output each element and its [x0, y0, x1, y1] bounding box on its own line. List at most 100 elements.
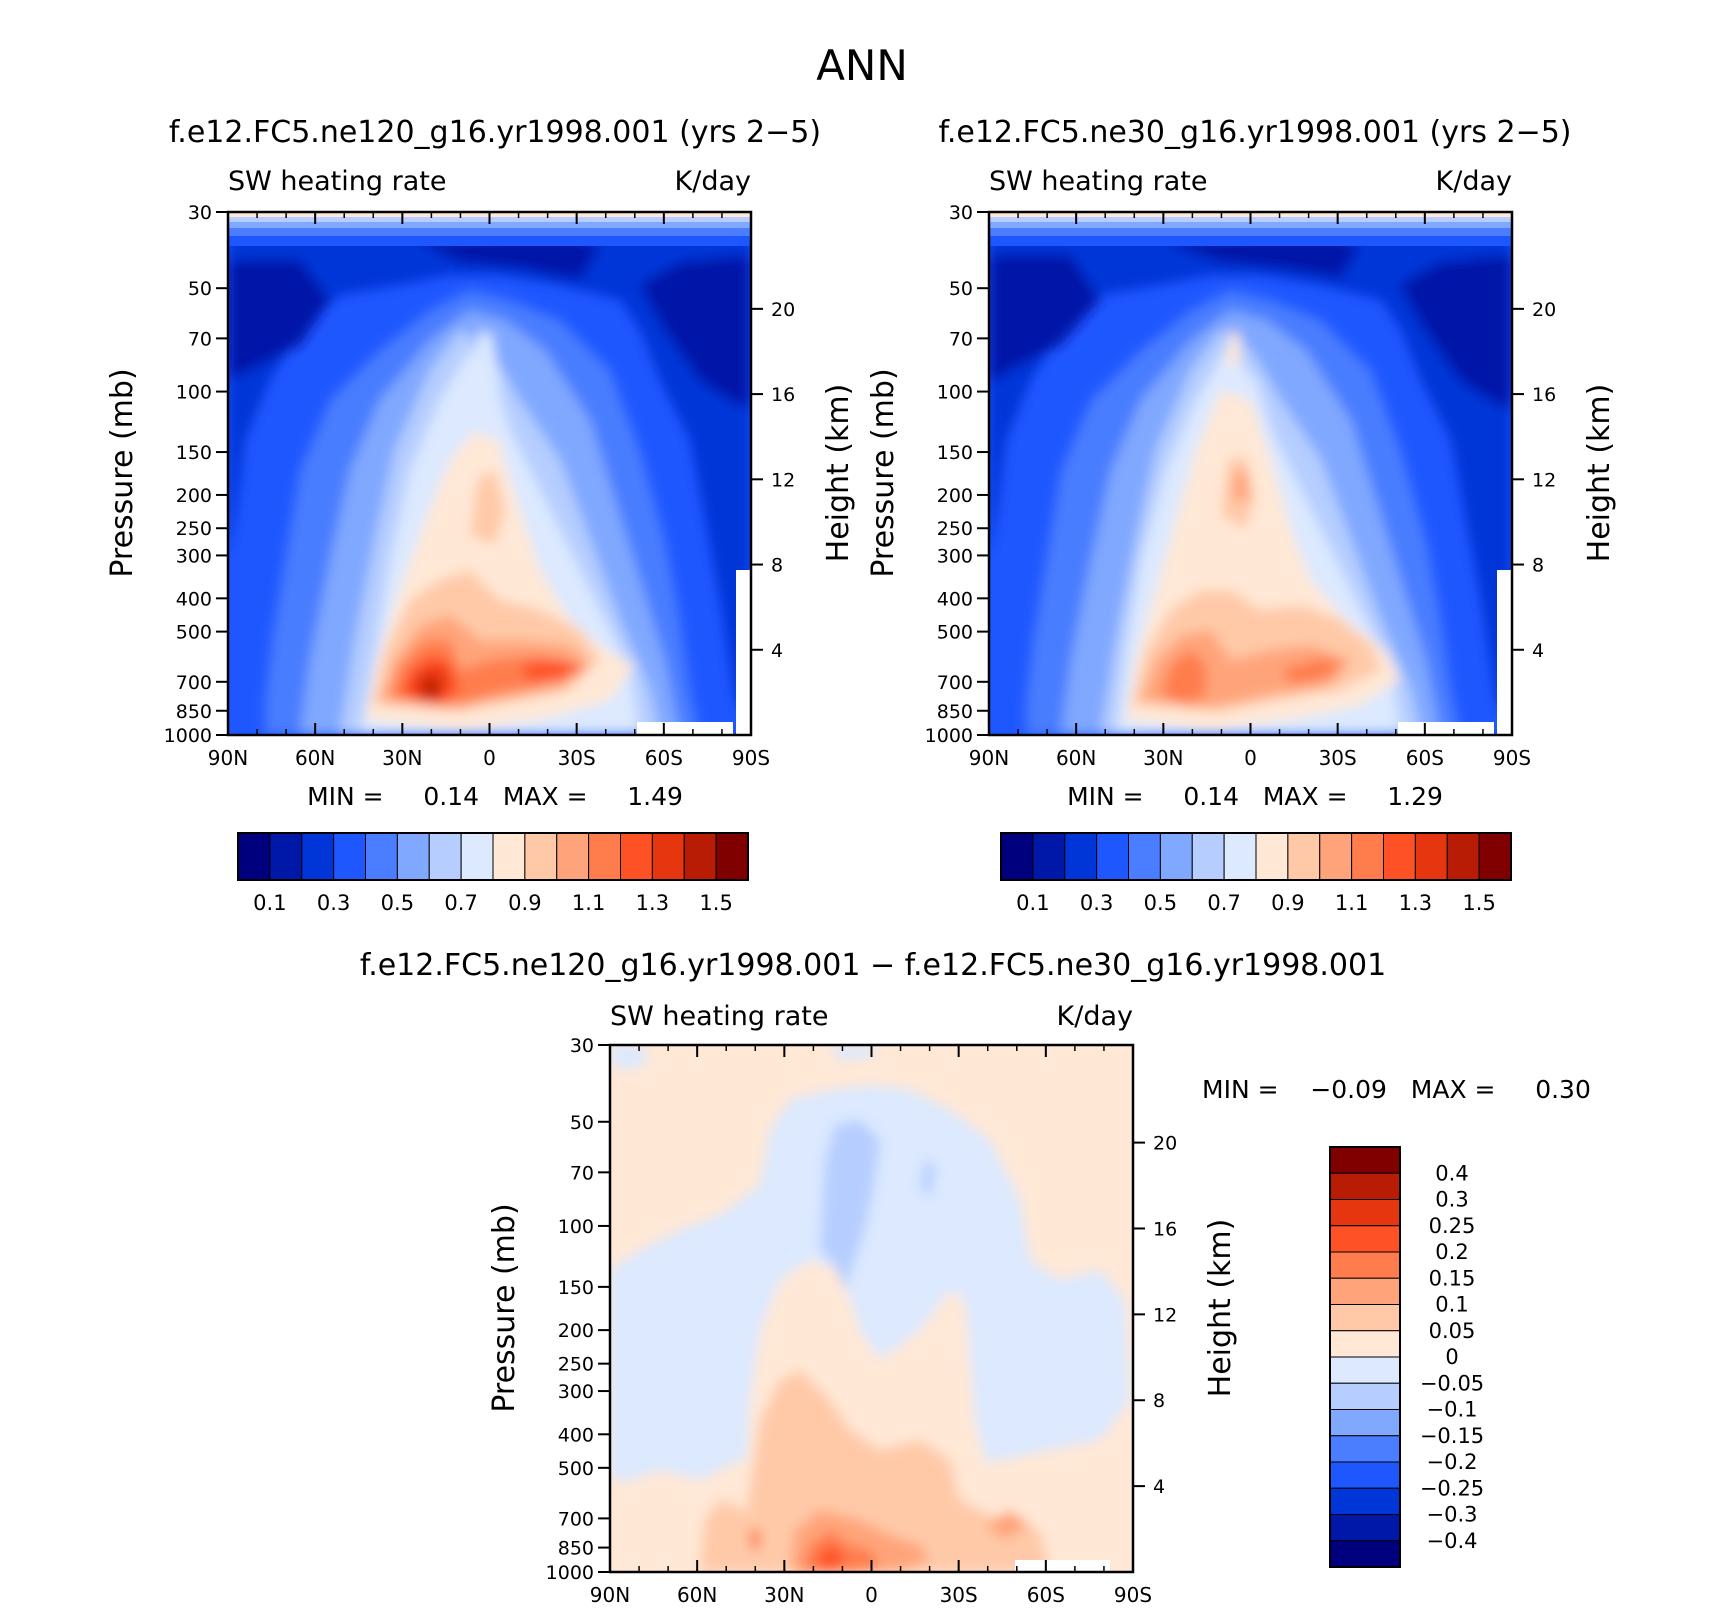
colorbar-label: 0.5 — [381, 891, 414, 915]
panel-1-colorbar: 0.1 0.3 0.5 0.7 0.9 1.1 1.3 1.5 — [237, 832, 749, 915]
y-tick-label: 250 — [176, 518, 212, 540]
panel-3-ylabel: Pressure (mb) — [487, 1203, 522, 1412]
x-tick-label: 60S — [645, 746, 683, 770]
y-tick-label: 150 — [937, 442, 973, 464]
colorbar-swatch — [1351, 832, 1384, 881]
panel-1-axes: 90N 60N 30N 0 30S 60S 90S 30 50 70 100 150 200 250 300… — [164, 202, 796, 770]
colorbar-label: −0.3 — [1427, 1503, 1478, 1527]
y-tick-label: 100 — [176, 382, 212, 404]
colorbar-label: −0.4 — [1427, 1529, 1478, 1553]
colorbar-swatch — [333, 832, 366, 881]
colorbar-label: 1.3 — [1399, 891, 1432, 915]
y-tick-label: 30 — [949, 202, 973, 224]
colorbar-swatch — [1287, 832, 1321, 881]
colorbar-label: 0.9 — [508, 891, 541, 915]
panel-2-y2label: Height (km) — [1582, 384, 1617, 563]
height-tick-label: 4 — [771, 640, 783, 662]
x-tick-label: 0 — [1244, 746, 1257, 770]
colorbar-label: −0.05 — [1420, 1371, 1484, 1395]
y-tick-label: 500 — [558, 1458, 594, 1480]
panel-2-axes: 90N 60N 30N 0 30S 60S 90S 30 50 70 100 150 200 250 300… — [925, 202, 1557, 770]
y-tick-label: 850 — [176, 701, 212, 723]
colorbar-swatch — [1329, 1146, 1401, 1174]
colorbar-label: 1.5 — [699, 891, 732, 915]
colorbar-swatch — [1329, 1304, 1401, 1332]
colorbar-swatch — [1159, 832, 1193, 881]
colorbar-swatch — [1329, 1461, 1401, 1489]
colorbar-swatch — [1223, 832, 1257, 881]
height-tick-label: 4 — [1153, 1476, 1165, 1498]
y-tick-label: 200 — [176, 485, 212, 507]
colorbar-label: −0.25 — [1420, 1476, 1484, 1500]
x-tick-label: 30N — [764, 1583, 804, 1607]
x-tick-label: 0 — [865, 1583, 878, 1607]
height-tick-label: 12 — [771, 469, 795, 491]
colorbar-swatch — [1329, 1251, 1401, 1279]
colorbar-label: 0.3 — [1080, 891, 1113, 915]
colorbar-swatch — [1329, 1435, 1401, 1463]
colorbar-label: 0.7 — [1207, 891, 1240, 915]
height-tick-label: 12 — [1532, 469, 1556, 491]
colorbar-swatch — [1000, 832, 1034, 881]
x-tick-label: 30S — [558, 746, 596, 770]
x-tick-label: 90S — [732, 746, 770, 770]
y-tick-label: 850 — [558, 1538, 594, 1560]
colorbar-swatch — [492, 832, 526, 881]
panel-3-stats: MIN = −0.09 MAX = 0.30 — [1202, 1075, 1591, 1104]
colorbar-swatch — [1329, 1277, 1401, 1305]
y-tick-label: 200 — [937, 485, 973, 507]
colorbar-swatch — [620, 832, 653, 881]
x-tick-label: 60N — [677, 1583, 717, 1607]
colorbar-swatch — [1319, 832, 1353, 881]
x-tick-label: 30N — [1143, 746, 1183, 770]
x-tick-label: 60N — [295, 746, 335, 770]
y-tick-label: 70 — [570, 1162, 594, 1184]
height-tick-label: 8 — [1153, 1390, 1165, 1412]
y-tick-label: 200 — [558, 1320, 594, 1342]
colorbar-label: 1.1 — [572, 891, 605, 915]
colorbar-label: 0.1 — [1016, 891, 1049, 915]
colorbar-swatch — [365, 832, 398, 881]
colorbar-swatch — [1128, 832, 1161, 881]
colorbar-swatch — [1096, 832, 1129, 881]
colorbar-swatch — [1329, 1172, 1401, 1200]
panel-2-field — [989, 212, 1512, 735]
colorbar-swatch — [1064, 832, 1098, 881]
colorbar-swatch — [524, 832, 558, 881]
colorbar-swatch — [1414, 832, 1448, 881]
y-tick-label: 70 — [949, 328, 973, 350]
colorbar-label: 0.2 — [1435, 1240, 1468, 1264]
colorbar-swatch — [1329, 1514, 1401, 1542]
colorbar-swatch — [1446, 832, 1480, 881]
y-tick-label: 30 — [188, 202, 212, 224]
panel-2-variable: SW heating rate — [989, 166, 1207, 197]
colorbar-swatch — [556, 832, 590, 881]
panel-2-colorbar: 0.1 0.3 0.5 0.7 0.9 1.1 1.3 1.5 — [1000, 832, 1512, 915]
y-tick-label: 250 — [558, 1354, 594, 1376]
colorbar-swatch — [1383, 832, 1416, 881]
height-tick-label: 16 — [771, 384, 795, 406]
colorbar-swatch — [588, 832, 621, 881]
panel-2-units: K/day — [1436, 166, 1512, 197]
y-tick-label: 100 — [558, 1216, 594, 1238]
y-tick-label: 300 — [176, 545, 212, 567]
y-tick-label: 700 — [937, 672, 973, 694]
panel-1-y2label: Height (km) — [821, 384, 856, 563]
height-tick-label: 12 — [1153, 1304, 1177, 1326]
colorbar-label: 1.5 — [1462, 891, 1495, 915]
y-tick-label: 400 — [558, 1424, 594, 1446]
x-tick-label: 30S — [1319, 746, 1357, 770]
y-tick-label: 500 — [937, 622, 973, 644]
colorbar-label: 1.3 — [636, 891, 669, 915]
y-tick-label: 300 — [937, 545, 973, 567]
height-tick-label: 16 — [1532, 384, 1556, 406]
colorbar-label: 1.1 — [1335, 891, 1368, 915]
y-tick-label: 100 — [937, 382, 973, 404]
panel-1-ylabel: Pressure (mb) — [105, 368, 140, 577]
colorbar-label: 0.3 — [317, 891, 350, 915]
panel-3-field — [610, 1045, 1133, 1572]
panel-3-units: K/day — [1057, 1001, 1133, 1032]
colorbar-swatch — [651, 832, 685, 881]
x-tick-label: 90N — [208, 746, 248, 770]
x-tick-label: 0 — [483, 746, 496, 770]
